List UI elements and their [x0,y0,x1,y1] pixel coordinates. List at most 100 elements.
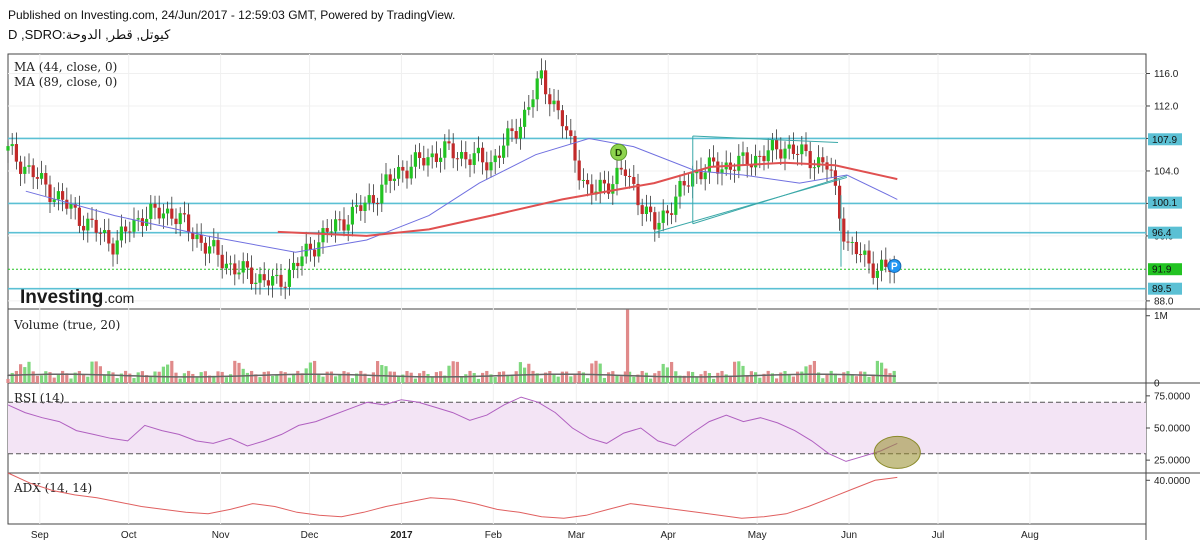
candle-body [367,195,371,203]
volume-bar [623,371,627,383]
candle-body [497,155,501,158]
candle-body [787,144,791,149]
volume-bar [472,373,476,383]
volume-bar [783,371,787,383]
candle-body [544,70,548,95]
volume-bar [518,362,522,383]
volume-bar [94,361,98,383]
candle-body [237,272,241,275]
candle-body [325,228,329,232]
candle-body [833,170,837,186]
volume-bar [586,378,590,383]
candle-body [283,286,287,288]
volume-bar [107,371,111,383]
candle-body [665,210,669,214]
candle-body [258,274,262,283]
volume-bar [371,372,375,383]
volume-bar [19,364,23,383]
candle-body [434,153,438,162]
candle-body [115,240,119,255]
candle-body [52,199,56,202]
candle-body [649,206,653,213]
volume-bar [376,361,380,383]
volume-bar [258,377,262,383]
candle-body [94,219,98,233]
volume-bar [791,376,795,383]
x-tick-label: Aug [1021,530,1039,541]
candle-body [329,231,333,233]
candle-body [829,169,833,171]
candle-body [233,263,237,275]
x-tick-label: Jun [841,530,857,541]
candle-body [418,152,422,158]
candle-body [850,241,854,243]
volume-bar [363,373,367,383]
candle-body [6,146,10,151]
candle-body [40,173,44,179]
volume-bar [82,374,86,383]
volume-bar [31,371,35,383]
volume-bar [325,371,329,383]
x-tick-label: Nov [212,530,230,541]
volume-bar [716,372,720,383]
volume-bar [640,370,644,383]
volume-bar [161,366,165,383]
volume-bar [859,371,863,383]
candle-body [846,241,850,243]
volume-bar [300,373,304,383]
volume-bar [61,370,65,383]
x-tick-label: Oct [121,530,137,541]
volume-bar [283,372,287,383]
marker-label: D [615,148,622,159]
candle-body [712,157,716,162]
volume-bar [367,377,371,383]
volume-bar [699,374,703,383]
volume-bar [65,373,69,383]
candle-body [124,226,128,232]
candle-body [880,259,884,271]
candle-body [224,263,228,269]
volume-bar [829,370,833,383]
candle-body [266,280,270,286]
rsi-band [8,402,1146,454]
candle-body [166,208,170,214]
price-tag [1148,282,1182,295]
volume-bar [762,373,766,383]
volume-bar [619,376,623,383]
candle-body [132,219,136,232]
volume-bar [497,371,501,383]
volume-bar [275,375,279,383]
volume-bar [35,375,39,383]
volume-bar [128,373,132,383]
volume-bar [166,364,170,383]
candle-body [199,234,203,243]
candle-body [23,166,27,174]
volume-bar [749,371,753,383]
candle-body [678,180,682,197]
candle-body [308,243,312,250]
candle-body [371,195,375,204]
volume-bar [308,362,312,383]
candle-body [825,162,829,170]
candle-body [573,136,577,161]
volume-bar [124,370,128,383]
candle-body [548,94,552,105]
volume-bar [48,372,52,383]
candle-body [153,203,157,208]
candle-body [82,225,86,231]
volume-bar [254,374,258,383]
volume-bar [296,370,300,383]
volume-bar [625,309,630,383]
volume-bar [598,363,602,383]
price-tag [1148,226,1182,239]
candle-body [535,78,539,100]
candle-body [279,274,283,287]
volume-bar [531,370,535,383]
candle-body [598,179,602,192]
volume-bar [573,374,577,383]
volume-bar [665,367,669,383]
candle-body [716,161,720,174]
y-tick-label: 116.0 [1154,69,1179,80]
candle-body [392,178,396,181]
volume-bar [346,372,350,383]
